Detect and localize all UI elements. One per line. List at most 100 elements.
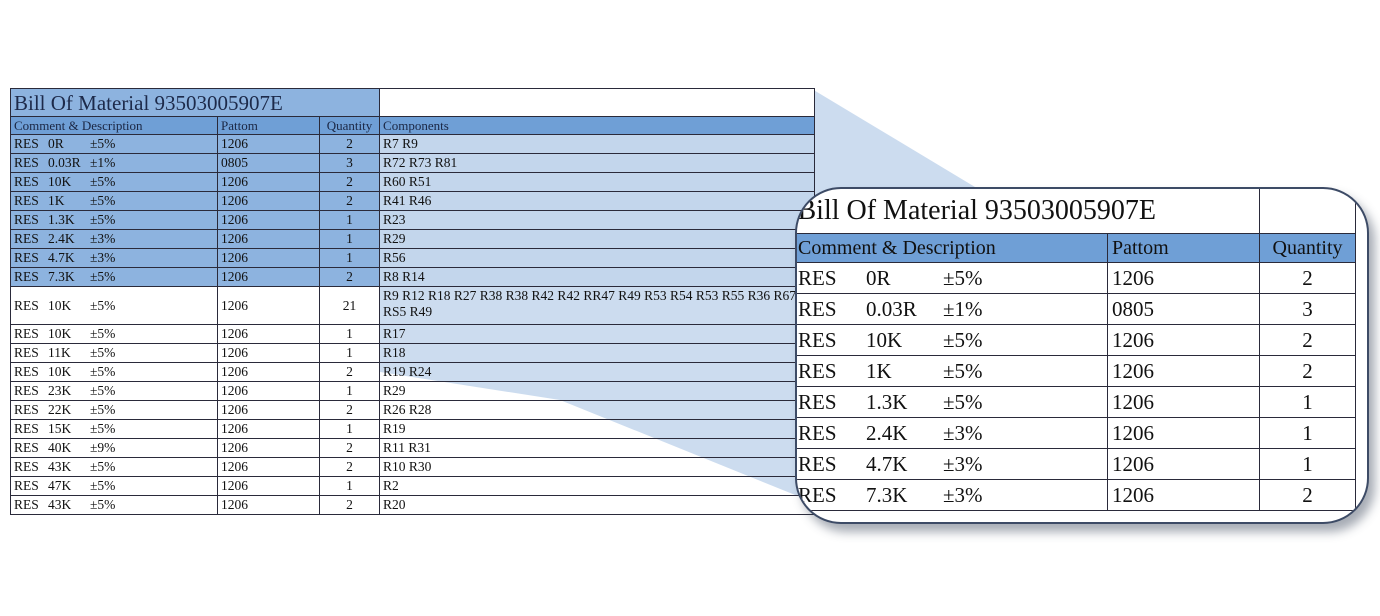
cell-tolerance: ±9% [90,440,116,455]
cell-pattern: 0805 [217,153,320,173]
table-row: RES 22K ±5% 1206 2 R26 R28 [10,400,816,420]
table-row: RES 15K ±5% 1206 1 R19 [10,419,816,439]
table-row: RES 47K ±5% 1206 1 R2 [10,476,816,496]
header-pattern: Pattom [217,116,320,135]
zoom-cell-quantity: 1 [1259,386,1357,418]
cell-pattern: 1206 [217,191,320,211]
cell-components: R41 R46 [379,191,816,211]
cell-components: R29 [379,229,816,249]
cell-tolerance: ±5% [90,174,116,189]
cell-type: RES [14,193,39,208]
cell-components: R9 R12 R18 R27 R38 R38 R42 R42 RR47 R49 … [379,286,816,325]
zoom-header-row: Comment & Description Pattom Quantity [797,233,1357,263]
zoom-table: Bill Of Material 93503005907E Comment & … [797,189,1357,511]
cell-value: 15K [48,421,72,436]
cell-quantity: 2 [318,438,381,458]
cell-components: R17 [379,324,816,344]
cell-pattern: 1206 [217,362,320,382]
cell-tolerance: ±1% [90,155,116,170]
cell-tolerance: ±3% [90,250,116,265]
cell-quantity: 1 [318,381,381,401]
header-components: Components [379,116,816,135]
table-row: RES 10K ±5% 1206 2 R19 R24 [10,362,816,382]
cell-value: 1.3K [48,212,75,227]
cell-components: R19 [379,419,816,439]
zoom-cell-quantity: 2 [1259,262,1357,294]
cell-pattern: 1206 [217,229,320,249]
zoom-table-row: RES 7.3K ±3% 1206 2 [797,479,1357,511]
cell-description: RES 23K ±5% [10,381,218,401]
table-row: RES 4.7K ±3% 1206 1 R56 [10,248,816,268]
zoom-cell-value: 4.7K [866,451,908,476]
cell-quantity: 21 [318,286,381,325]
table-row: RES 10K ±5% 1206 21 R9 R12 R18 R27 R38 R38 R4… [10,286,816,325]
zoom-title-blank [1259,189,1357,234]
cell-components: R18 [379,343,816,363]
zoom-cell-pattern: 1206 [1106,479,1261,511]
zoom-cell-pattern: 1206 [1106,448,1261,480]
zoom-cell-tolerance: ±5% [943,265,983,290]
cell-pattern: 1206 [217,343,320,363]
cell-tolerance: ±5% [90,497,116,512]
cell-components: R8 R14 [379,267,816,287]
cell-components: R20 [379,495,816,515]
cell-tolerance: ±3% [90,231,116,246]
zoom-cell-value: 7.3K [866,482,908,507]
cell-type: RES [14,497,39,512]
cell-value: 10K [48,174,72,189]
cell-description: RES 15K ±5% [10,419,218,439]
cell-value: 22K [48,402,72,417]
cell-quantity: 1 [318,229,381,249]
table-title: Bill Of Material 93503005907E [9,88,381,117]
table-row: RES 1.3K ±5% 1206 1 R23 [10,210,816,230]
table-row: RES 43K ±5% 1206 2 R10 R30 [10,457,816,477]
cell-description: RES 1.3K ±5% [10,210,218,230]
cell-tolerance: ±5% [90,326,116,341]
cell-components: R23 [379,210,816,230]
table-row: RES 40K ±9% 1206 2 R11 R31 [10,438,816,458]
header-row: Comment & Description Pattom Quantity Co… [10,116,816,135]
header-quantity: Quantity [318,116,381,135]
cell-description: RES 10K ±5% [10,324,218,344]
cell-tolerance: ±5% [90,212,116,227]
cell-value: 10K [48,297,72,313]
cell-quantity: 3 [318,153,381,173]
zoom-table-row: RES 0R ±5% 1206 2 [797,262,1357,294]
cell-components: R60 R51 [379,172,816,192]
cell-pattern: 1206 [217,134,320,154]
cell-pattern: 1206 [217,476,320,496]
cell-pattern: 1206 [217,400,320,420]
cell-quantity: 1 [318,324,381,344]
cell-components: R11 R31 [379,438,816,458]
table-row: RES 7.3K ±5% 1206 2 R8 R14 [10,267,816,287]
zoom-cell-type: RES [798,327,837,352]
zoom-header-quantity: Quantity [1259,233,1357,263]
zoom-cell-quantity: 2 [1259,355,1357,387]
cell-value: 0.03R [48,155,81,170]
cell-tolerance: ±5% [90,297,116,313]
cell-quantity: 2 [318,172,381,192]
zoom-cell-tolerance: ±1% [943,296,983,321]
cell-components: R29 [379,381,816,401]
zoom-cell-pattern: 1206 [1106,355,1261,387]
zoom-header-comment: Comment & Description [797,233,1108,263]
cell-tolerance: ±5% [90,402,116,417]
cell-tolerance: ±5% [90,364,116,379]
zoom-cell-tolerance: ±3% [943,420,983,445]
cell-description: RES 43K ±5% [10,495,218,515]
zoom-cell-type: RES [798,358,837,383]
zoom-callout: Bill Of Material 93503005907E Comment & … [795,187,1369,524]
cell-quantity: 1 [318,210,381,230]
table-row: RES 2.4K ±3% 1206 1 R29 [10,229,816,249]
cell-value: 10K [48,364,72,379]
zoom-cell-pattern: 1206 [1106,324,1261,356]
cell-pattern: 1206 [217,419,320,439]
cell-quantity: 1 [318,248,381,268]
cell-tolerance: ±5% [90,193,116,208]
cell-description: RES 1K ±5% [10,191,218,211]
zoom-cell-value: 1K [866,358,892,383]
zoom-cell-description: RES 0R ±5% [797,262,1108,294]
cell-value: 10K [48,326,72,341]
cell-quantity: 2 [318,267,381,287]
zoom-cell-pattern: 1206 [1106,386,1261,418]
